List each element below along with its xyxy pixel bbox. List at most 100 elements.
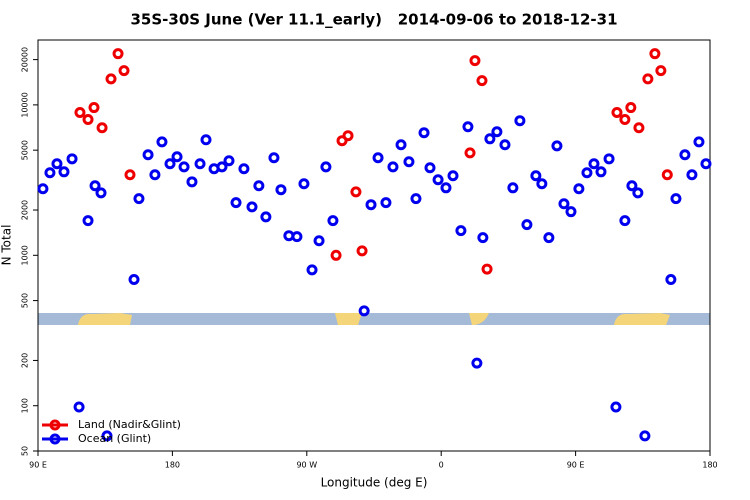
point [51, 158, 63, 170]
point [558, 198, 570, 210]
y-tick-label: 2000 [21, 200, 30, 220]
point [686, 169, 698, 181]
point [105, 73, 117, 85]
legend-label: Ocean (Glint) [78, 432, 151, 445]
point [476, 75, 488, 87]
point [327, 215, 339, 227]
y-tick-label: 200 [21, 353, 30, 368]
point [543, 232, 555, 244]
point [424, 162, 436, 174]
point [469, 55, 481, 67]
point [313, 235, 325, 247]
point [471, 357, 483, 369]
y-tick-label: 50 [21, 446, 30, 456]
point [44, 167, 56, 179]
y-tick-label: 5000 [21, 140, 30, 160]
x-tick-label: 90 E [567, 461, 585, 470]
point [603, 153, 615, 165]
point [700, 158, 712, 170]
point [230, 197, 242, 209]
point [418, 127, 430, 139]
point [447, 170, 459, 182]
point [164, 158, 176, 170]
point [403, 156, 415, 168]
point [491, 126, 503, 138]
point [320, 161, 332, 173]
point [679, 149, 691, 161]
point [350, 186, 362, 198]
x-tick-label: 0 [439, 461, 444, 470]
point [632, 187, 644, 199]
point [82, 113, 94, 125]
point [149, 169, 161, 181]
point [118, 65, 130, 77]
point [625, 102, 637, 114]
point [588, 158, 600, 170]
point [95, 187, 107, 199]
point [37, 183, 49, 195]
point [655, 65, 667, 77]
point [291, 231, 303, 243]
point [639, 430, 651, 442]
point [142, 149, 154, 161]
point [611, 106, 623, 118]
x-tick-label: 90 E [29, 461, 47, 470]
y-axis-label: N Total [0, 225, 14, 266]
point [530, 170, 542, 182]
point [633, 122, 645, 134]
point [88, 102, 100, 114]
point [171, 151, 183, 163]
point [194, 158, 206, 170]
point [619, 113, 631, 125]
point [455, 225, 467, 237]
point [112, 48, 124, 60]
point [642, 73, 654, 85]
plot-frame [37, 39, 711, 452]
point [66, 153, 78, 165]
point [462, 121, 474, 133]
point [649, 48, 661, 60]
point [253, 180, 265, 192]
point [536, 178, 548, 190]
point [356, 245, 368, 257]
point [581, 167, 593, 179]
point [82, 215, 94, 227]
point [432, 174, 444, 186]
point [96, 122, 108, 134]
point [481, 263, 493, 275]
point [200, 134, 212, 146]
x-tick-label: 90 W [296, 461, 317, 470]
point [410, 193, 422, 205]
point [298, 178, 310, 190]
point [610, 401, 622, 413]
point [101, 430, 113, 442]
chart-title: 35S-30S June (Ver 11.1_early) 2014-09-06… [130, 11, 617, 29]
point [387, 161, 399, 173]
point [464, 147, 476, 159]
point [124, 169, 136, 181]
point [73, 401, 85, 413]
point [484, 133, 496, 145]
point [521, 219, 533, 231]
point [238, 163, 250, 175]
point [260, 211, 272, 223]
point [477, 232, 489, 244]
y-tick-label: 100 [21, 398, 30, 413]
point [74, 106, 86, 118]
y-tick-label: 20000 [21, 47, 30, 72]
point [693, 136, 705, 148]
point [626, 180, 638, 192]
point [306, 264, 318, 276]
y-tick-label: 1000 [21, 245, 30, 265]
point [178, 161, 190, 173]
point [619, 215, 631, 227]
point [246, 201, 258, 213]
map-strip [38, 313, 710, 325]
legend-marker [49, 433, 61, 445]
point [514, 115, 526, 127]
point [380, 197, 392, 209]
point [565, 206, 577, 218]
point [372, 152, 384, 164]
point [365, 199, 377, 211]
